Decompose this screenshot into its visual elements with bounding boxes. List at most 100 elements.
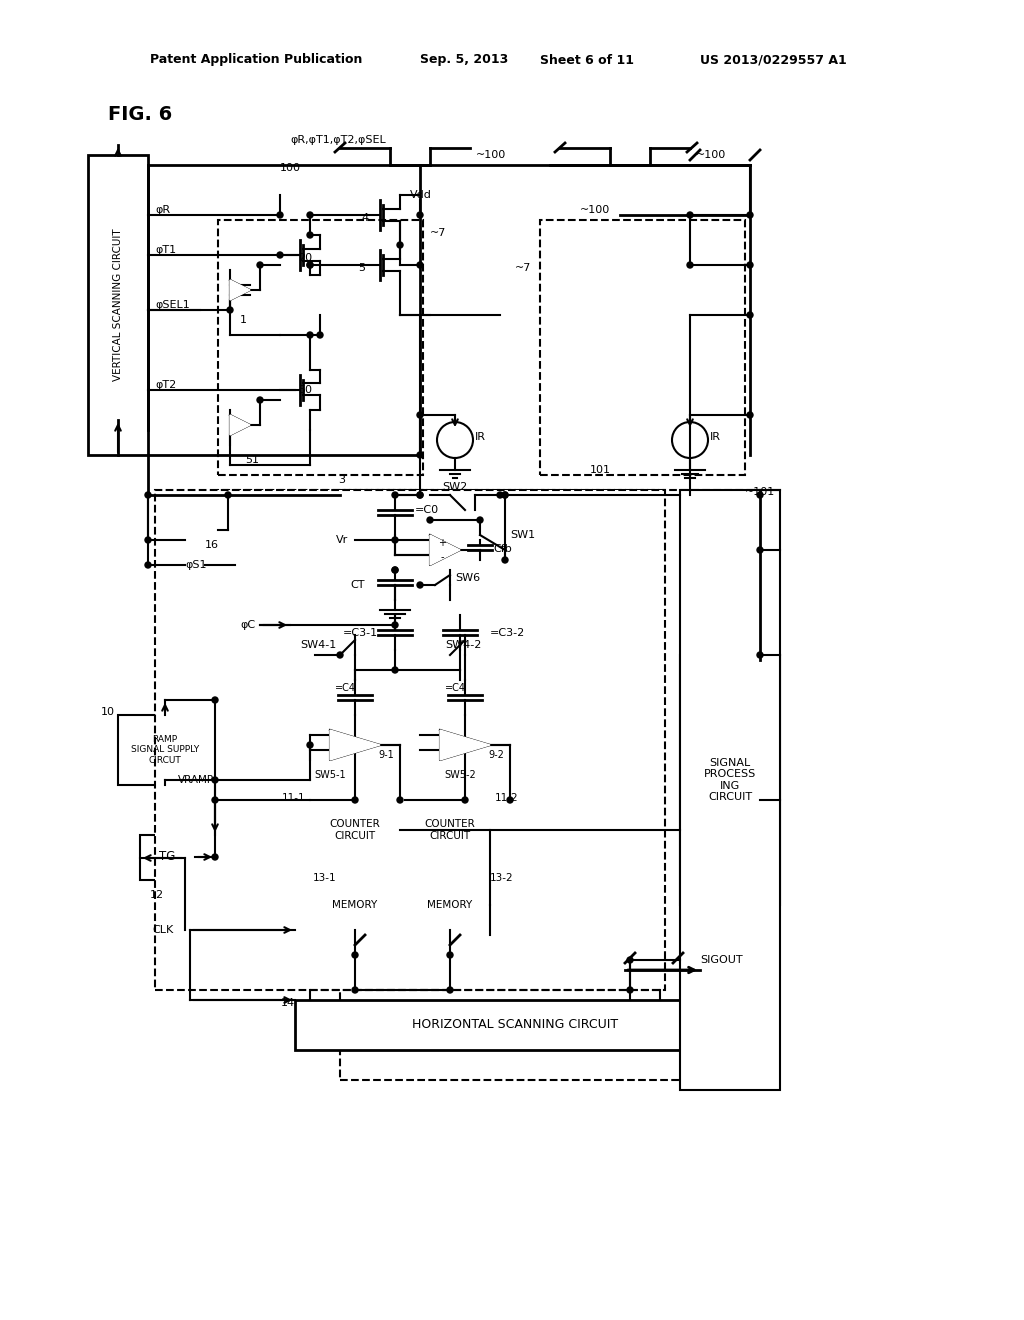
- Circle shape: [417, 451, 423, 458]
- Polygon shape: [330, 730, 380, 760]
- Text: =C3-2: =C3-2: [490, 628, 525, 638]
- Circle shape: [627, 987, 633, 993]
- Circle shape: [307, 261, 313, 268]
- Bar: [218, 490, 423, 601]
- Circle shape: [145, 562, 151, 568]
- Text: φSEL1: φSEL1: [155, 300, 189, 310]
- Circle shape: [417, 582, 423, 587]
- Text: SW1: SW1: [510, 531, 536, 540]
- Circle shape: [397, 797, 403, 803]
- Circle shape: [352, 987, 358, 993]
- Circle shape: [502, 557, 508, 564]
- Text: TG: TG: [159, 850, 175, 863]
- Text: COUNTER
CIRCUIT: COUNTER CIRCUIT: [425, 820, 475, 841]
- Bar: [118, 715, 213, 785]
- Circle shape: [497, 492, 503, 498]
- Polygon shape: [230, 414, 250, 436]
- Text: 16: 16: [205, 540, 219, 550]
- Text: Patent Application Publication: Patent Application Publication: [150, 54, 362, 66]
- Text: 20: 20: [298, 253, 312, 263]
- Text: φS1: φS1: [185, 560, 207, 570]
- Text: VERTICAL SCANNING CIRCUIT: VERTICAL SCANNING CIRCUIT: [113, 228, 123, 381]
- Text: =C3-1: =C3-1: [342, 628, 378, 638]
- Text: φC: φC: [240, 620, 255, 630]
- Text: FIG. 6: FIG. 6: [108, 106, 172, 124]
- Circle shape: [502, 492, 508, 498]
- Bar: [340, 490, 760, 1080]
- Text: Sheet 6 of 11: Sheet 6 of 11: [540, 54, 634, 66]
- Circle shape: [227, 308, 233, 313]
- Circle shape: [307, 213, 313, 218]
- Circle shape: [757, 652, 763, 657]
- Circle shape: [278, 213, 283, 218]
- Bar: [88, 154, 148, 455]
- Circle shape: [746, 312, 753, 318]
- Text: IR: IR: [475, 432, 486, 442]
- Circle shape: [212, 777, 218, 783]
- Bar: [680, 490, 780, 1090]
- Text: ~101: ~101: [745, 487, 775, 498]
- Circle shape: [212, 797, 218, 803]
- Circle shape: [307, 261, 313, 268]
- Text: SW5-2: SW5-2: [444, 770, 476, 780]
- Text: MEMORY: MEMORY: [427, 900, 473, 909]
- Text: VRAMP: VRAMP: [178, 775, 214, 785]
- Text: 9-1: 9-1: [378, 750, 394, 760]
- Text: ~100: ~100: [580, 205, 610, 215]
- Text: SW5-1: SW5-1: [314, 770, 346, 780]
- Circle shape: [225, 492, 231, 498]
- Bar: [406, 800, 495, 861]
- Circle shape: [427, 517, 433, 523]
- Bar: [680, 655, 780, 906]
- Circle shape: [257, 261, 263, 268]
- Circle shape: [417, 213, 423, 218]
- Circle shape: [447, 952, 453, 958]
- Text: 51: 51: [245, 455, 259, 465]
- Text: RAMP
SIGNAL SUPPLY
CIRCUT: RAMP SIGNAL SUPPLY CIRCUT: [131, 735, 199, 764]
- Bar: [540, 220, 745, 475]
- Text: Vr: Vr: [336, 535, 348, 545]
- Text: 100: 100: [280, 162, 301, 173]
- Text: φR,φT1,φT2,φSEL: φR,φT1,φT2,φSEL: [290, 135, 386, 145]
- Text: 3: 3: [338, 475, 345, 484]
- Polygon shape: [430, 535, 460, 565]
- Text: 4: 4: [361, 213, 369, 223]
- Text: =C4: =C4: [444, 682, 466, 693]
- Circle shape: [447, 987, 453, 993]
- Circle shape: [212, 697, 218, 704]
- Text: =C4: =C4: [335, 682, 355, 693]
- Bar: [295, 1001, 735, 1049]
- Text: 5: 5: [358, 263, 365, 273]
- Text: 1: 1: [240, 315, 247, 325]
- Text: 11-1: 11-1: [282, 793, 305, 803]
- Text: φR: φR: [155, 205, 170, 215]
- Circle shape: [746, 412, 753, 418]
- Text: MEMORY: MEMORY: [333, 900, 378, 909]
- Circle shape: [392, 537, 398, 543]
- Circle shape: [212, 854, 218, 861]
- Circle shape: [307, 333, 313, 338]
- Text: COUNTER
CIRCUIT: COUNTER CIRCUIT: [330, 820, 380, 841]
- Circle shape: [392, 622, 398, 628]
- Text: 13-1: 13-1: [313, 873, 337, 883]
- Text: φT2: φT2: [155, 380, 176, 389]
- Circle shape: [746, 261, 753, 268]
- Text: 11-2: 11-2: [495, 793, 518, 803]
- Circle shape: [337, 652, 343, 657]
- Text: 101: 101: [590, 465, 611, 475]
- Circle shape: [687, 261, 693, 268]
- Circle shape: [317, 333, 323, 338]
- Text: φT1: φT1: [155, 246, 176, 255]
- Text: 50: 50: [298, 385, 312, 395]
- Circle shape: [417, 412, 423, 418]
- Bar: [310, 880, 400, 931]
- Text: Cfb: Cfb: [493, 544, 512, 554]
- Text: ~7: ~7: [515, 263, 531, 273]
- Text: IR: IR: [710, 432, 721, 442]
- Text: 12: 12: [150, 890, 164, 900]
- Circle shape: [352, 797, 358, 803]
- Circle shape: [392, 667, 398, 673]
- Circle shape: [257, 397, 263, 403]
- Text: SW2: SW2: [442, 482, 468, 492]
- Circle shape: [477, 517, 483, 523]
